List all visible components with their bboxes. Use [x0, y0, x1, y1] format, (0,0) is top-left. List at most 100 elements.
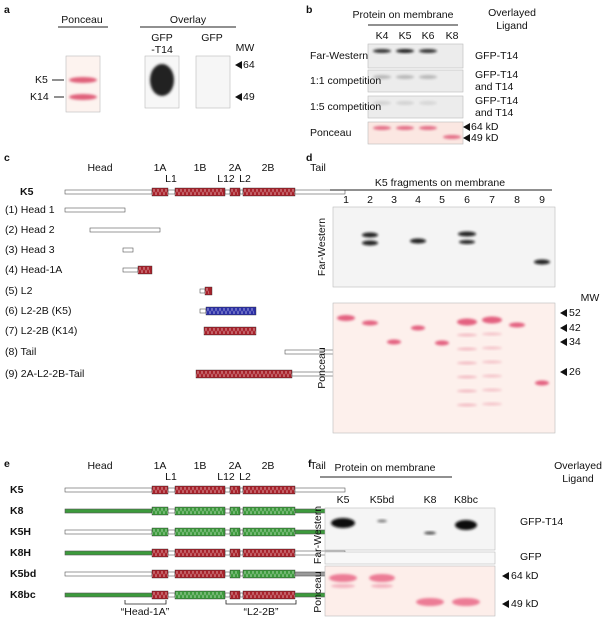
- band: [369, 574, 395, 582]
- coil: [242, 527, 296, 537]
- label: K8bc: [454, 494, 478, 506]
- label: GFP-T14: [475, 50, 518, 62]
- coil: [174, 590, 226, 600]
- band: [373, 126, 391, 130]
- coil: [151, 507, 169, 515]
- coil: [151, 485, 169, 495]
- label: Far-Western: [310, 50, 368, 62]
- label: (7) L2-2B (K14): [5, 325, 77, 337]
- band: [419, 75, 437, 79]
- label: 49 kD: [471, 132, 499, 144]
- segment: [167, 550, 176, 556]
- coil: [151, 590, 169, 600]
- blot: [195, 55, 231, 109]
- coil: [151, 549, 169, 557]
- label: Protein on membrane: [353, 9, 454, 21]
- coil: [205, 306, 257, 316]
- label: Ponceau: [61, 14, 103, 26]
- segment: [64, 529, 153, 535]
- coil: [242, 188, 296, 196]
- band: [419, 101, 437, 105]
- band: [410, 238, 426, 244]
- label: GFP-T14: [520, 516, 563, 528]
- segment: [224, 550, 231, 556]
- label: GFP-T14: [475, 69, 518, 81]
- label: 5: [439, 194, 445, 206]
- label: Overlayed: [554, 460, 602, 472]
- coil: [137, 265, 153, 275]
- coil: [203, 326, 257, 336]
- label: 49 kD: [511, 598, 539, 610]
- coil: [204, 287, 210, 295]
- band: [371, 584, 393, 588]
- label: Far-Western: [316, 218, 328, 276]
- segment: [167, 487, 176, 493]
- arrowhead: [502, 600, 509, 608]
- coil: [151, 486, 169, 494]
- band: [457, 333, 477, 337]
- label: Ligand: [496, 20, 528, 32]
- arrowhead: [560, 338, 567, 346]
- segment: [239, 592, 244, 598]
- label: 2B: [262, 460, 275, 472]
- coil: [151, 188, 169, 196]
- segment: [239, 550, 244, 556]
- coil: [242, 570, 296, 578]
- blot: [367, 95, 464, 119]
- label: K5: [20, 186, 34, 198]
- segment: [122, 247, 134, 253]
- label: Protein on membrane: [335, 462, 436, 474]
- coil: [174, 485, 226, 495]
- label: “Head-1A”: [121, 606, 170, 618]
- segment: [167, 508, 176, 514]
- label: 52: [569, 307, 581, 319]
- coil: [229, 506, 241, 516]
- coil: [242, 507, 296, 515]
- coil: [174, 187, 226, 197]
- label: 2A: [229, 162, 242, 174]
- coil: [137, 266, 151, 274]
- label: L12: [217, 471, 235, 483]
- coil: [151, 485, 169, 495]
- segment: [239, 508, 244, 514]
- label: L1: [165, 173, 177, 185]
- band: [535, 380, 549, 386]
- label: (8) Tail: [5, 346, 36, 358]
- label: 6: [464, 194, 470, 206]
- arrowhead: [502, 572, 509, 580]
- label: and T14: [475, 81, 513, 93]
- band: [373, 101, 391, 105]
- band: [331, 584, 355, 588]
- arrowhead: [463, 123, 470, 131]
- band: [373, 49, 391, 53]
- label: 64 kD: [511, 570, 539, 582]
- label: 1: [343, 194, 349, 206]
- band: [373, 75, 391, 79]
- label: 49: [243, 91, 255, 103]
- arrowhead: [235, 61, 242, 69]
- coil: [174, 591, 224, 599]
- label: K8: [10, 505, 24, 517]
- coil: [229, 570, 239, 578]
- coil: [151, 187, 169, 197]
- blot: [324, 565, 496, 617]
- label: Ponceau: [316, 347, 328, 389]
- label: K5: [35, 74, 48, 86]
- coil: [242, 548, 296, 558]
- segment: [122, 267, 139, 273]
- label: 8: [514, 194, 520, 206]
- label: 2A: [229, 460, 242, 472]
- segment: [239, 189, 244, 195]
- segment: [64, 487, 153, 493]
- label: Overlay: [170, 14, 207, 26]
- segment: [224, 592, 231, 598]
- segment: [199, 288, 206, 294]
- coil: [174, 507, 224, 515]
- band: [377, 519, 387, 523]
- band: [482, 360, 502, 364]
- coil: [229, 485, 241, 495]
- segment: [239, 529, 244, 535]
- arrowhead: [560, 368, 567, 376]
- band: [69, 94, 97, 100]
